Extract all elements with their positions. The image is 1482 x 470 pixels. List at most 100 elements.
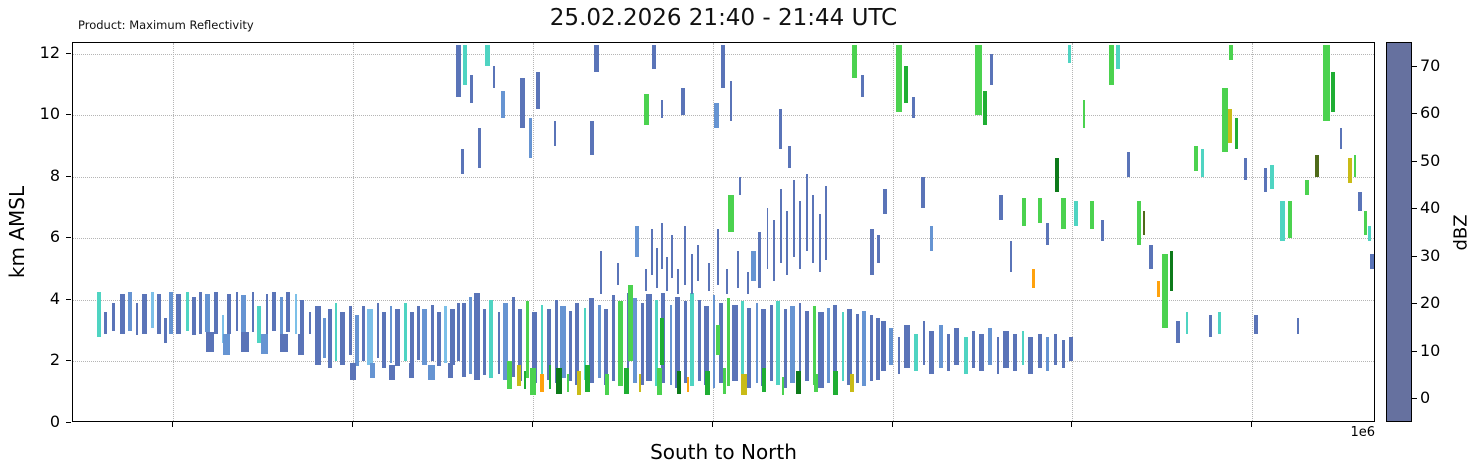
radar-cell — [889, 327, 894, 365]
radar-cell — [721, 44, 726, 88]
radar-cell — [1136, 201, 1141, 245]
radar-cell — [786, 210, 789, 276]
x-tick-mark — [172, 422, 174, 427]
radar-cell — [897, 336, 901, 374]
radar-cell — [770, 304, 773, 382]
radar-cell — [1185, 312, 1189, 334]
radar-cell — [760, 309, 767, 387]
radar-cell — [97, 292, 101, 337]
radar-cell — [758, 232, 761, 288]
x-gridline — [892, 43, 894, 421]
radar-cell — [1060, 198, 1066, 230]
radar-cell — [632, 298, 637, 383]
radar-cell — [1089, 201, 1094, 230]
radar-cell — [294, 293, 298, 334]
radar-cell — [1009, 241, 1013, 273]
radar-cell — [1069, 336, 1074, 362]
radar-cell — [280, 296, 283, 334]
radar-cell — [655, 299, 659, 387]
colorbar-tick-mark — [1412, 303, 1417, 305]
radar-cell — [1218, 312, 1221, 334]
y-tick-label: 4 — [49, 288, 60, 308]
radar-cell — [142, 293, 148, 334]
radar-cell — [646, 293, 652, 382]
radar-cell — [669, 304, 673, 385]
radar-cell — [684, 301, 687, 383]
radar-cell — [157, 293, 161, 334]
radar-cell — [214, 292, 219, 334]
radar-cell — [707, 263, 710, 291]
x-gridline — [1072, 43, 1074, 421]
radar-cell — [990, 53, 993, 85]
radar-cell — [575, 303, 580, 385]
radar-cell — [474, 293, 480, 380]
radar-cell — [1116, 44, 1120, 70]
x-tick-mark — [1251, 422, 1253, 427]
radar-cell — [827, 307, 831, 383]
radar-cell — [861, 75, 864, 97]
colorbar-tick-mark — [1412, 113, 1417, 115]
radar-cell — [389, 306, 393, 363]
radar-cell — [382, 312, 387, 368]
radar-cell — [716, 229, 720, 285]
radar-cell — [643, 93, 649, 125]
radar-cell — [315, 306, 321, 365]
colorbar-tick-mark — [1412, 160, 1417, 162]
x-gridline — [1252, 43, 1254, 421]
radar-cell — [690, 253, 693, 294]
radar-cell — [635, 226, 640, 257]
radar-cell — [650, 229, 653, 276]
y-tick-label: 6 — [49, 227, 60, 247]
radar-cell — [1148, 244, 1153, 270]
radar-cell — [870, 315, 874, 382]
radar-cell — [1061, 339, 1065, 368]
colorbar-tick-label: 50 — [1420, 150, 1441, 170]
radar-cell — [192, 296, 197, 336]
radar-cell — [519, 78, 526, 128]
radar-cell — [856, 313, 859, 383]
radar-cell — [728, 195, 734, 233]
x-gridline — [353, 43, 355, 421]
radar-cell — [605, 373, 610, 396]
radar-cell — [876, 235, 880, 263]
radar-cell — [598, 304, 601, 379]
radar-cell — [548, 364, 552, 390]
radar-cell — [628, 284, 634, 362]
radar-cell — [846, 309, 853, 385]
radar-cell — [104, 312, 107, 334]
radar-cell — [422, 309, 428, 365]
chart-title: 25.02.2026 21:40 - 21:44 UTC — [549, 5, 898, 31]
y-tick-mark — [66, 175, 71, 177]
radar-cell — [660, 99, 664, 119]
radar-cell — [684, 226, 687, 285]
radar-cell — [869, 229, 874, 276]
radar-cell — [553, 121, 557, 147]
radar-cell — [773, 219, 775, 282]
radar-cell — [792, 179, 795, 257]
radar-cell — [718, 303, 723, 383]
radar-cell — [271, 292, 276, 331]
radar-cell — [804, 310, 809, 382]
radar-cell — [536, 72, 541, 110]
radar-cell — [1279, 201, 1285, 242]
radar-cell — [589, 121, 594, 156]
radar-cell — [996, 336, 1000, 374]
radar-cell — [416, 306, 420, 360]
radar-cell — [1003, 330, 1009, 368]
radar-cell — [327, 309, 332, 368]
x-gridline — [532, 43, 534, 421]
radar-cell — [1068, 44, 1072, 63]
radar-cell — [199, 292, 202, 334]
radar-cell — [1082, 99, 1086, 128]
radar-cell — [778, 109, 783, 150]
radar-cell — [531, 312, 537, 383]
radar-cell — [204, 293, 210, 333]
y-tick-label: 2 — [49, 350, 60, 370]
radar-cell — [761, 367, 766, 393]
radar-cell — [726, 269, 729, 294]
radar-cell — [799, 201, 802, 270]
radar-cell — [470, 75, 473, 103]
radar-cell — [930, 226, 933, 251]
radar-cell — [463, 44, 468, 85]
